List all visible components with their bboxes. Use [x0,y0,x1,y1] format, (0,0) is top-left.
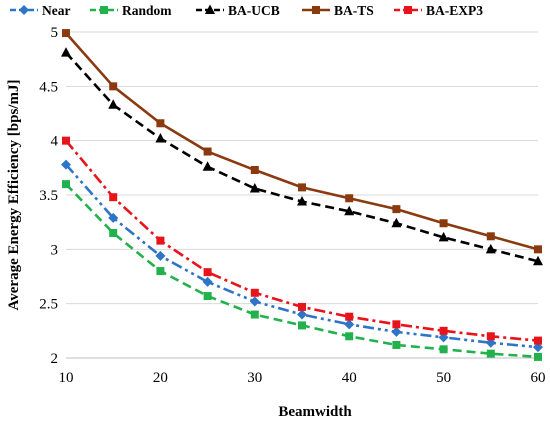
series-random-line [65,183,539,359]
grid [66,31,538,305]
series-near-point [297,309,307,320]
series-random-point [156,267,165,276]
x-tick-label: 30 [247,370,262,386]
series-random-point [250,310,259,319]
series-ba-ts-point [392,205,401,214]
series-ba-ts-point [109,82,118,91]
series-ba-ucb-point [533,255,543,266]
legend-near: Near [10,3,70,18]
series-near-point [61,159,71,170]
series-ba-ucb-point [344,205,355,216]
x-axis-title: Beamwidth [278,404,352,420]
series-ba-ts-point [439,219,448,228]
series-ba-ucb-point [485,243,496,254]
series-ba-exp3 [62,136,542,345]
series-ba-ucb-point [249,182,260,193]
legend-random-label: Random [122,3,172,18]
legend-near-point [19,5,29,15]
series-near-point [391,326,402,337]
y-tick-label: 3.5 [39,188,58,204]
series-ba-exp3-point [109,193,118,202]
series-near-point [485,337,496,348]
series-ba-exp3-point [392,320,401,329]
series-random-point [439,345,448,354]
y-tick-label: 3 [51,242,59,258]
legend-ba-ucb-point [205,4,215,14]
series-near-point [202,276,213,287]
y-tick-label: 5 [51,25,59,41]
series-random-point [345,332,354,341]
legend-random-point [100,6,108,14]
axes: 2 2.5 3 3.5 4 4.5 5 10 20 30 40 50 60 [39,25,545,386]
series-near-point [155,250,166,261]
series-ba-exp3-point [345,312,354,321]
legend-ba-ts: BA-TS [302,3,374,18]
series-random-point [203,292,212,301]
series-ba-ts [62,29,542,254]
y-tick-label: 4 [51,134,59,150]
series-near-line [65,163,539,349]
legend-random: Random [90,3,172,18]
series-near-point [438,332,449,343]
series-ba-ts-point [298,183,306,192]
series-ba-exp3-point [62,136,70,145]
legend-near-label: Near [42,3,70,18]
series-ba-ucb-point [297,196,307,206]
series-ba-exp3-point [250,288,259,297]
legend-ba-exp3-label: BA-EXP3 [426,3,483,18]
x-tick-label: 40 [342,370,357,386]
series-near-point [533,342,543,353]
series-random-point [534,352,542,361]
series-random-point [62,180,70,189]
series-ba-exp3-point [486,332,495,341]
series-ba-ts-point [486,232,495,241]
series-ba-exp3-point [534,336,542,345]
series-random-point [298,321,306,330]
series-ba-ucb-point [202,161,213,171]
series-ba-exp3-point [156,236,165,245]
series-ba-ucb-point [61,47,71,57]
x-tick-label: 50 [436,370,451,386]
series-ba-ts-point [250,166,259,175]
series-random-point [109,229,118,238]
legend-ba-ts-label: BA-TS [334,3,374,18]
series-ba-ts-point [345,194,354,203]
legend-ba-ucb-label: BA-UCB [228,3,280,18]
series-ba-ucb-point [391,217,402,228]
series-ba-exp3-point [439,326,448,335]
series-near-point [108,212,119,223]
y-tick-label: 2.5 [39,297,58,313]
series-near-point [249,296,260,307]
legend-ba-ts-point [312,6,320,14]
series-random [62,180,542,361]
x-tick-label: 10 [59,370,74,386]
legend: Near Random BA-UCB BA-TS BA-EXP3 [10,3,483,18]
series-ba-ts-line [65,32,539,251]
series-random-point [392,340,401,349]
y-tick-label: 2 [51,351,59,367]
series-near [61,159,543,353]
series-ba-ucb-point [108,99,119,109]
series-ba-ts-point [203,147,212,156]
x-tick-label: 60 [531,370,546,386]
x-tick-label: 20 [153,370,168,386]
series-ba-ucb [61,47,543,266]
y-axis-title: Average Energy Efficiency [bps/mJ] [6,80,22,311]
series-ba-ucb-point [155,132,166,143]
series-random-point [486,349,495,358]
series-ba-ts-point [62,29,70,38]
legend-ba-exp3-point [404,6,412,14]
y-tick-label: 4.5 [39,79,58,95]
series-ba-exp3-point [298,302,306,311]
series-ba-ucb-point [438,231,449,242]
series-ba-exp3-point [203,268,212,277]
series-ba-ts-point [534,245,542,254]
series-lines [61,29,543,361]
legend-ba-exp3: BA-EXP3 [394,3,483,18]
series-near-point [344,319,355,330]
series-ba-ts-point [156,119,165,128]
legend-ba-ucb: BA-UCB [196,3,280,18]
